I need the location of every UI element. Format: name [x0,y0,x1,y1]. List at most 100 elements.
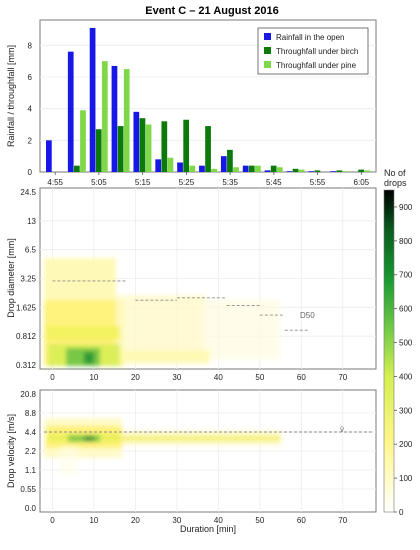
colorbar-tick-label: 600 [399,305,413,314]
bar-2-7 [211,168,218,172]
bar-x-tick-label: 5:15 [135,178,151,187]
velocity-y-axis-label: Drop velocity [m/s] [6,414,16,488]
bar-2-9 [255,165,261,172]
duration-tick-label: 30 [172,373,181,382]
duration-tick-label: 60 [297,516,306,525]
colorbar-tick-label: 900 [399,203,413,212]
bar-2-10 [276,167,283,172]
velocity-density [44,418,282,476]
duration-tick-label: 50 [255,516,264,525]
colorbar-title-line2: drops [384,178,407,188]
legend-label-pine: Throughfall under pine [276,61,357,70]
bar-0-13 [330,171,336,172]
duration-x-axis-label: Duration [min] [180,524,236,534]
bar-0-8 [220,156,227,172]
legend-label-birch: Throughfall under birch [276,47,358,56]
bar-y-tick-label: 8 [28,41,33,50]
duration-tick-label: 50 [255,373,264,382]
velocity-y-tick-label: 4.4 [25,428,37,437]
bar-1-5 [161,121,168,172]
bar-x-tick-label: 5:35 [222,178,238,187]
legend-label-rain-open: Rainfall in the open [276,33,345,42]
colorbar-ticks: 0 100 200 300 400 500 600 700 800 900 [394,203,413,517]
legend-swatch-rain-open [264,33,271,40]
duration-tick-label: 20 [131,516,140,525]
bar-2-11 [298,169,305,172]
bar-1-9 [248,165,255,172]
bar-2-13 [342,171,349,172]
bar-2-2 [101,61,108,172]
duration-tick-label: 70 [338,516,347,525]
drop-diameter-heatmap: D50 0.312 0.812 1.625 3.25 6.5 13 24.5 0 10 20 30… [6,187,377,382]
bar-y-tick-label: 2 [28,136,33,145]
bar-2-1 [80,110,86,172]
bar-x-tick-label: 5:55 [310,178,326,187]
velocity-y-tick-label: 20.8 [20,390,36,399]
bar-y-axis-label: Rainfall / throughfall [mm] [6,45,16,147]
diameter-y-tick-label: 0.312 [16,361,37,370]
bar-1-11 [292,168,299,172]
colorbar-tick-label: 400 [399,372,413,381]
bar-2-4 [145,124,152,172]
bar-0-5 [155,159,162,172]
bar-1-8 [227,149,233,172]
velocity-y-tick-label: 8.8 [25,409,37,418]
d50-annotation: D50 [300,311,315,320]
diameter-y-tick-label: 1.625 [16,303,37,312]
bar-x-tick-label: 5:45 [266,178,282,187]
diameter-y-ticks: 0.312 0.812 1.625 3.25 6.5 13 24.5 [16,188,37,370]
bar-1-14 [358,169,364,172]
bar-1-12 [314,170,321,172]
bar-0-10 [264,170,271,172]
bar-1-1 [73,165,80,172]
rainfall-bar-chart: 0 2 4 6 8 4:55 5:05 5:15 5:25 5:35 5:45 5:55 6:05 R… [6,19,377,187]
bar-0-12 [308,171,315,172]
bar-x-tick-label: 4:55 [47,178,63,187]
colorbar-tick-label: 100 [399,474,413,483]
bar-x-tick-label: 5:05 [91,178,107,187]
colorbar-tick-label: 800 [399,237,413,246]
drop-velocity-heatmap: v̄ 0.0 0.55 1.1 2.2 4.4 8.8 20.8 0 10 20 30 40 50 60… [6,389,377,534]
bar-1-3 [117,126,124,172]
mean-velocity-annotation: v̄ [340,425,344,434]
bar-0-1 [67,51,74,172]
bar-0-3 [111,65,118,172]
colorbar-tick-label: 0 [399,508,404,517]
colorbar-tick-label: 500 [399,339,413,348]
bar-0-4 [133,111,140,172]
duration-tick-label: 40 [214,516,223,525]
bar-1-4 [139,118,146,172]
diameter-y-axis-label: Drop diameter [mm] [6,238,16,318]
bar-1-6 [183,119,190,172]
diameter-y-tick-label: 0.812 [16,332,37,341]
bar-1-13 [336,170,343,172]
bar-x-ticks: 4:55 5:05 5:15 5:25 5:35 5:45 5:55 6:05 [47,172,370,187]
duration-tick-label: 10 [89,373,98,382]
bar-1-2 [95,129,102,172]
colorbar-tick-label: 700 [399,271,413,280]
duration-tick-label: 0 [50,373,55,382]
bar-0-0 [46,140,52,172]
bar-x-tick-label: 6:05 [354,178,370,187]
velocity-y-tick-label: 2.2 [25,447,37,456]
bar-2-6 [189,165,196,172]
bar-0-11 [286,171,293,172]
velocity-y-ticks: 0.0 0.55 1.1 2.2 4.4 8.8 20.8 [20,390,36,513]
bar-y-tick-label: 6 [28,73,33,82]
bar-0-7 [199,165,205,172]
diameter-y-tick-label: 24.5 [20,188,36,197]
bar-0-9 [242,165,249,172]
velocity-x-ticks: 0 10 20 30 40 50 60 70 [50,516,348,525]
diameter-y-tick-label: 6.5 [25,246,37,255]
bar-0-2 [89,27,96,172]
bar-y-tick-label: 4 [28,105,33,114]
bar-2-8 [233,167,239,172]
duration-tick-label: 40 [214,373,223,382]
legend-swatch-pine [264,61,271,68]
bar-y-tick-label: 0 [28,168,33,177]
bar-legend: Rainfall in the open Throughfall under b… [257,27,369,75]
bar-x-tick-label: 5:25 [179,178,195,187]
duration-tick-label: 70 [338,373,347,382]
colorbar: No of drops 0 100 200 300 400 500 600 700 800 900 [383,168,413,517]
